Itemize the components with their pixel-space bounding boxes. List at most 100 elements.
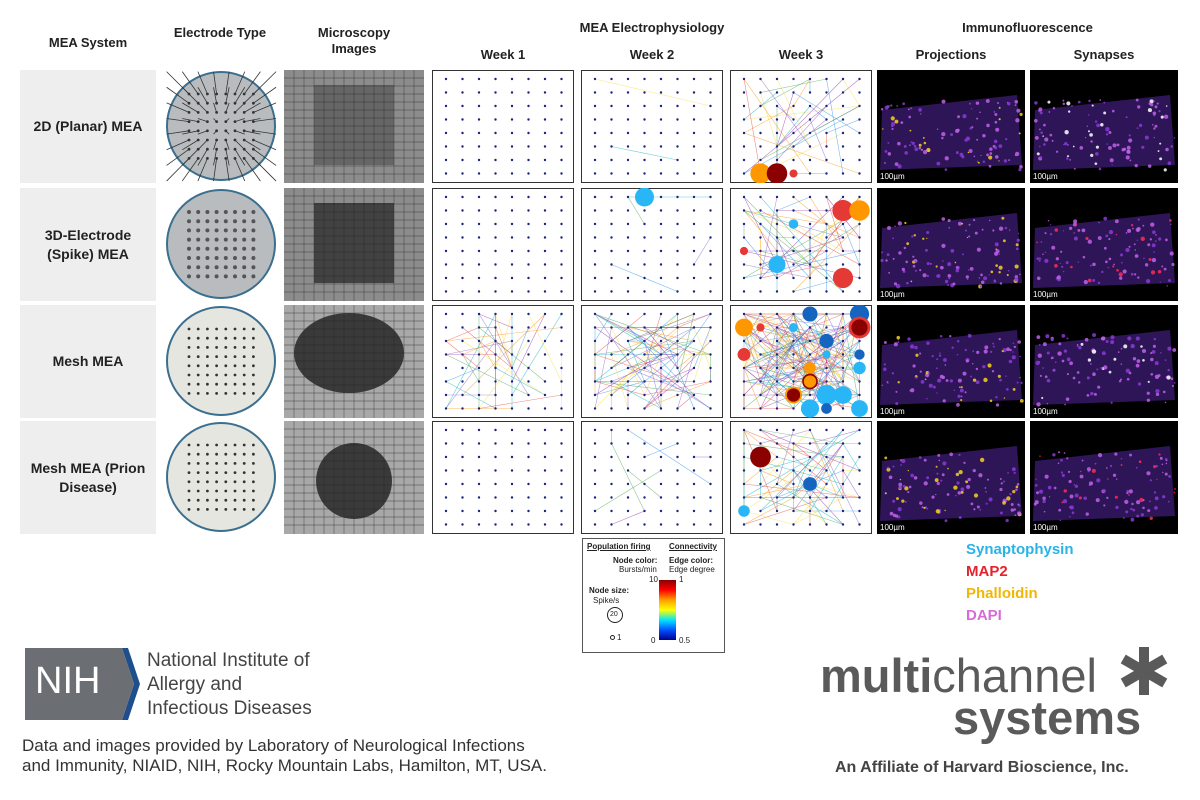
node (643, 407, 646, 410)
node (742, 469, 746, 472)
signal (1000, 482, 1003, 485)
signal (1154, 506, 1158, 510)
trace (166, 148, 190, 166)
node (477, 353, 481, 356)
edge (760, 456, 827, 525)
signal (884, 456, 888, 460)
trace (253, 86, 277, 104)
node (510, 145, 514, 148)
signal (1044, 258, 1049, 263)
edge (743, 313, 844, 328)
node (825, 249, 828, 253)
node (808, 393, 812, 397)
signal (1130, 343, 1135, 349)
signal (966, 236, 969, 239)
edge (627, 340, 711, 355)
signal (1046, 378, 1051, 383)
electrode (242, 336, 246, 340)
node (510, 195, 514, 199)
node (527, 195, 530, 199)
trace (253, 148, 277, 166)
if-image (1030, 188, 1178, 301)
node (792, 469, 795, 472)
node (461, 393, 464, 397)
node (792, 442, 795, 445)
electrode (242, 452, 246, 456)
edge (760, 429, 844, 444)
trace (234, 139, 246, 151)
node (676, 482, 679, 486)
node-large (634, 188, 655, 207)
signal (1092, 279, 1096, 282)
signal (1054, 361, 1057, 364)
signal (979, 508, 982, 511)
electrode (242, 147, 246, 151)
signal (960, 386, 963, 389)
node (610, 145, 613, 148)
signal (1109, 158, 1114, 163)
electrode (187, 452, 191, 456)
node (841, 326, 845, 329)
signal (918, 146, 922, 150)
node (808, 469, 812, 472)
signal (1149, 238, 1153, 241)
edge (611, 354, 629, 409)
electrode (196, 508, 200, 511)
signal (1111, 164, 1113, 166)
edge (462, 354, 480, 382)
node (593, 172, 597, 175)
electrode (206, 355, 209, 358)
node (808, 509, 812, 513)
signal (964, 348, 967, 352)
signal (1051, 245, 1056, 250)
edge (445, 327, 562, 342)
signal (1090, 140, 1093, 143)
signal (1167, 346, 1172, 351)
node (841, 118, 845, 121)
signal (1147, 108, 1152, 113)
electrode-image (166, 71, 277, 182)
signal (1015, 118, 1020, 123)
node (560, 145, 563, 148)
node (444, 523, 448, 526)
node (742, 496, 746, 499)
signal (906, 281, 909, 285)
node (775, 91, 779, 94)
node (643, 77, 646, 81)
signal (1033, 118, 1038, 123)
electrode (196, 452, 200, 456)
node-large (804, 362, 816, 374)
node (543, 393, 547, 397)
node (692, 131, 696, 135)
signal (1164, 472, 1168, 476)
signal (967, 477, 971, 482)
node (692, 496, 696, 499)
electrode (242, 462, 246, 465)
signal (1150, 373, 1154, 376)
node (560, 523, 563, 526)
signal (1105, 260, 1108, 264)
node (676, 339, 679, 343)
node (593, 312, 597, 316)
signal (983, 276, 988, 281)
node (494, 77, 497, 81)
node (643, 455, 646, 459)
signal (1136, 359, 1141, 363)
node (444, 236, 448, 239)
electrode (215, 508, 218, 511)
node (643, 145, 646, 148)
node (692, 339, 696, 343)
node (709, 523, 712, 526)
signal (1047, 100, 1051, 104)
node (610, 353, 613, 356)
electrode (233, 101, 237, 105)
node (593, 455, 597, 459)
node (858, 222, 861, 226)
signal (1011, 467, 1016, 472)
electrode (206, 364, 209, 368)
node (560, 353, 563, 356)
electrode (196, 246, 201, 251)
node (742, 222, 746, 226)
signal (1097, 281, 1101, 285)
node (494, 339, 497, 343)
